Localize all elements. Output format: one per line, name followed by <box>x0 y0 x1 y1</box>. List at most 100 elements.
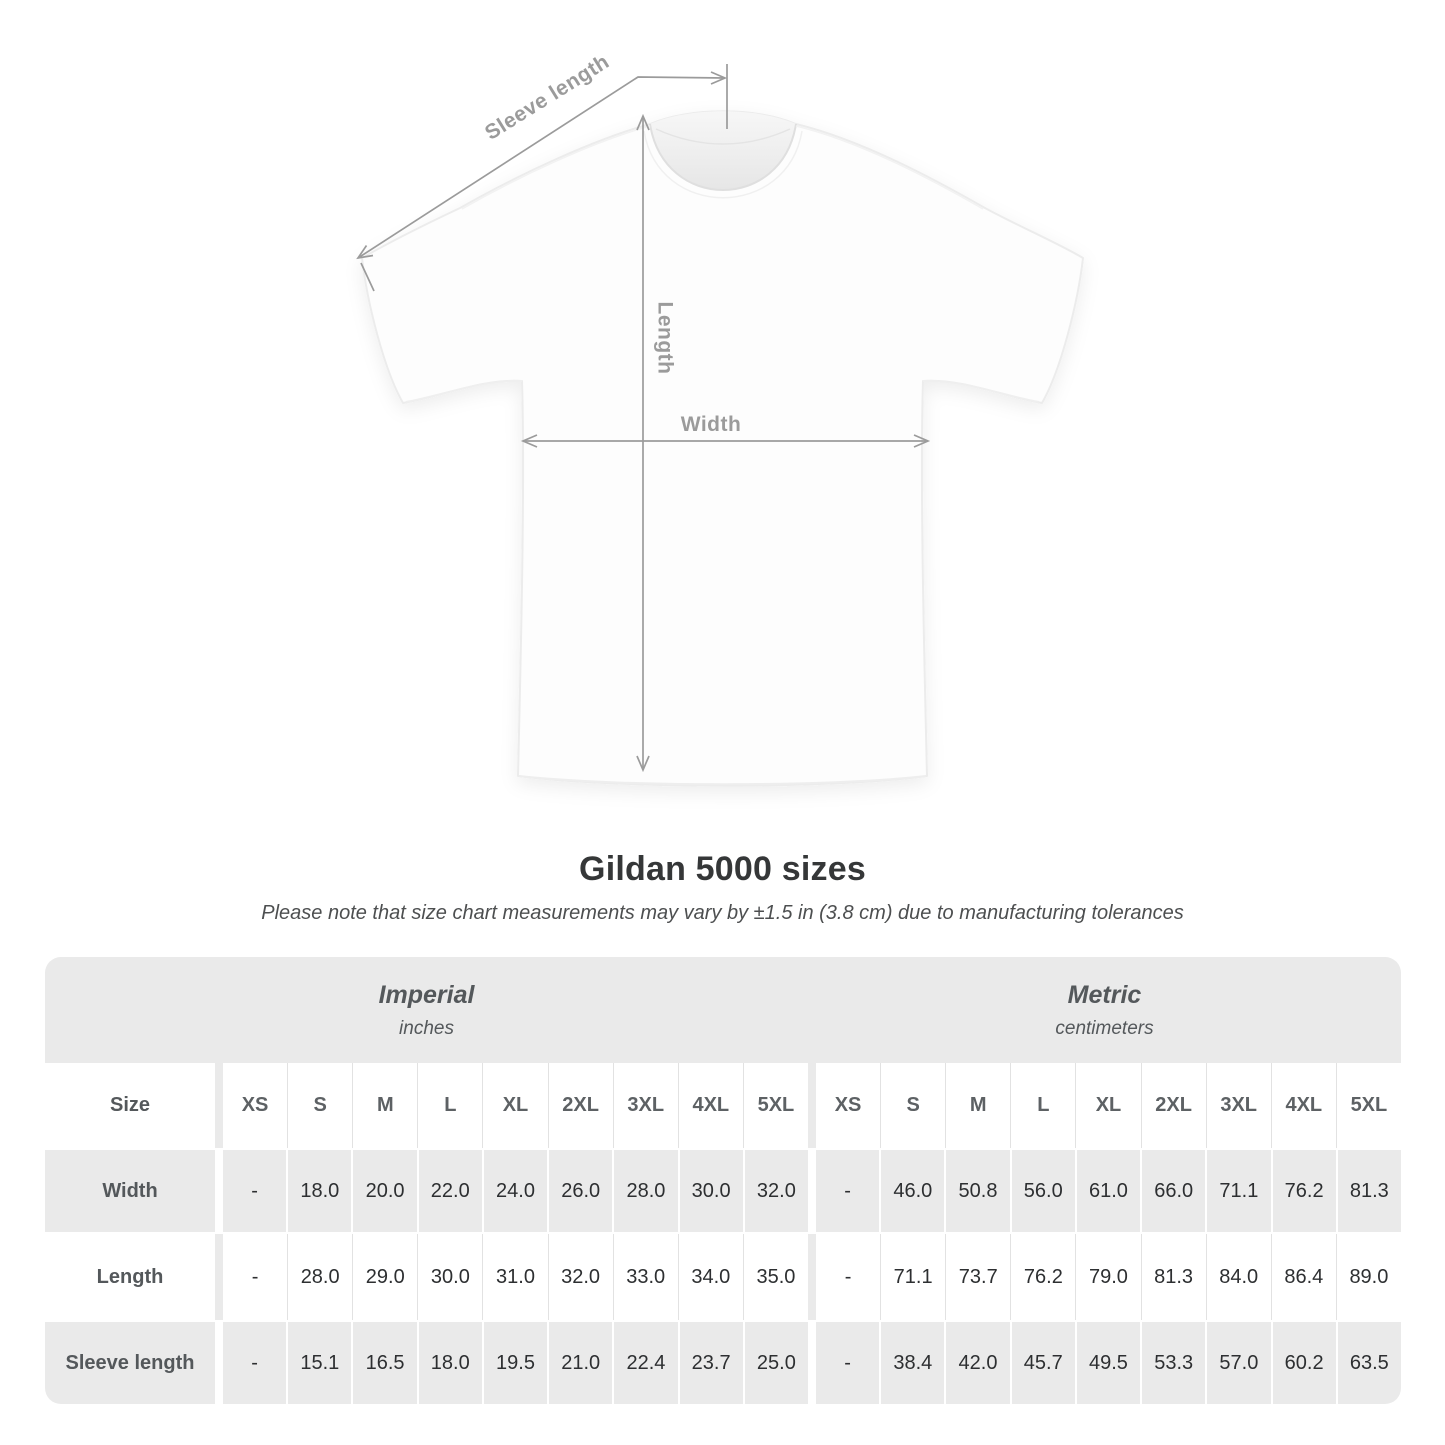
table-cell: - <box>815 1234 881 1320</box>
table-cell: 71.1 <box>1205 1150 1271 1232</box>
metric-title: Metric <box>1067 980 1142 1009</box>
table-cell: 66.0 <box>1140 1150 1206 1232</box>
table-cell: 23.7 <box>677 1322 743 1404</box>
table-cell: 45.7 <box>1009 1322 1075 1404</box>
table-cell: 35.0 <box>742 1234 808 1320</box>
table-cell: 38.4 <box>879 1322 945 1404</box>
row-label: Sleeve length <box>45 1322 215 1404</box>
sleeve-hem-left <box>405 379 523 403</box>
size-table: Imperial inches Metric centimeters Size X… <box>45 957 1401 1406</box>
table-cell: 22.4 <box>612 1322 678 1404</box>
imperial-title: Imperial <box>378 980 475 1009</box>
table-cell: 31.0 <box>482 1234 548 1320</box>
size-col-header: S <box>287 1063 353 1148</box>
metric-header: Metric centimeters <box>808 957 1401 1063</box>
table-cell: 61.0 <box>1074 1150 1141 1232</box>
size-col-header: 5XL <box>742 1063 808 1148</box>
table-cell: 28.0 <box>612 1150 678 1232</box>
sleeve-end-tick <box>360 262 375 292</box>
width-label: Width <box>681 413 742 436</box>
tshirt-outline <box>361 110 1084 787</box>
sleeve-length-line <box>357 76 726 259</box>
table-cell: 21.0 <box>547 1322 613 1404</box>
column-gap <box>807 1150 816 1232</box>
table-cell: 79.0 <box>1075 1234 1141 1320</box>
table-cell: 18.0 <box>416 1322 482 1404</box>
length-arrow-top <box>636 113 650 131</box>
length-label: Length <box>654 302 677 375</box>
column-gap <box>807 1322 816 1404</box>
table-cell: 25.0 <box>742 1322 808 1404</box>
size-col-header: L <box>1010 1063 1076 1148</box>
table-row: Length -28.0 29.0 30.0 31.0 32.0 33.0 34.0 35.0-… <box>45 1234 1401 1320</box>
table-cell: - <box>815 1322 880 1404</box>
table-cell: - <box>223 1150 287 1232</box>
neckline-rim <box>649 123 797 191</box>
sleeve-length-arrow-end <box>710 71 728 85</box>
table-cell: 73.7 <box>945 1234 1011 1320</box>
table-cell: 42.0 <box>944 1322 1010 1404</box>
table-cell: 81.3 <box>1335 1150 1401 1232</box>
imperial-unit: inches <box>399 1017 454 1039</box>
table-cell: 81.3 <box>1140 1234 1206 1320</box>
table-cell: - <box>815 1150 880 1232</box>
size-col-header: 5XL <box>1335 1063 1401 1148</box>
size-col-header: 3XL <box>612 1063 678 1148</box>
table-cell: 32.0 <box>547 1234 613 1320</box>
width-arrow-right <box>913 434 931 448</box>
table-cell: 18.0 <box>286 1150 352 1232</box>
size-col-header: M <box>945 1063 1011 1148</box>
shoulder-seam-right <box>795 125 984 210</box>
size-col-header: L <box>417 1063 483 1148</box>
imperial-header: Imperial inches <box>45 957 808 1063</box>
table-cell: 30.0 <box>417 1234 483 1320</box>
size-col-header: XL <box>1075 1063 1141 1148</box>
size-col-header: M <box>352 1063 418 1148</box>
size-col-header: XS <box>223 1063 288 1148</box>
table-cell: 16.5 <box>351 1322 417 1404</box>
table-cell: - <box>223 1234 288 1320</box>
tshirt-graphic <box>361 110 1084 787</box>
size-col-header: S <box>880 1063 946 1148</box>
table-cell: 84.0 <box>1205 1234 1271 1320</box>
size-col-header: 3XL <box>1205 1063 1271 1148</box>
bottom-hem-shadow <box>518 775 927 786</box>
row-label: Width <box>45 1150 215 1232</box>
table-cell: 19.5 <box>481 1322 548 1404</box>
back-collar-seam <box>655 128 791 145</box>
sleeve-length-label: Sleeve length <box>481 50 614 145</box>
table-cell: 32.0 <box>742 1150 808 1232</box>
column-gap <box>807 1234 816 1320</box>
row-label: Length <box>45 1234 215 1320</box>
table-header-band: Imperial inches Metric centimeters <box>45 957 1401 1063</box>
shoulder-seam-left <box>461 125 651 210</box>
sleeve-length-arrow-start <box>356 245 374 260</box>
table-cell: 50.8 <box>944 1150 1010 1232</box>
size-col-header: 4XL <box>1270 1063 1336 1148</box>
tshirt-diagram: Sleeve length Length Width <box>356 50 1084 787</box>
table-cell: 46.0 <box>879 1150 945 1232</box>
table-cell: 22.0 <box>416 1150 482 1232</box>
tolerance-note: Please note that size chart measurements… <box>261 902 1184 924</box>
dimension-annotations <box>356 64 931 773</box>
width-arrow-left <box>520 434 538 448</box>
table-cell: 89.0 <box>1335 1234 1401 1320</box>
column-gap <box>807 1063 816 1148</box>
column-gap <box>215 1322 223 1404</box>
title-block: Gildan 5000 sizes Please note that size … <box>0 850 1445 925</box>
page-title: Gildan 5000 sizes <box>579 850 866 888</box>
sleeve-hem-right <box>922 379 1040 403</box>
table-cell: 76.2 <box>1010 1234 1076 1320</box>
table-cell: 30.0 <box>677 1150 743 1232</box>
table-cell: 71.1 <box>880 1234 946 1320</box>
length-arrow-bottom <box>636 755 650 773</box>
table-cell: 63.5 <box>1335 1322 1401 1404</box>
size-col-header: 2XL <box>547 1063 613 1148</box>
size-column-header: Size <box>45 1063 215 1148</box>
table-cell: 24.0 <box>481 1150 548 1232</box>
size-col-header: 4XL <box>677 1063 743 1148</box>
metric-unit: centimeters <box>1055 1017 1154 1039</box>
table-cell: 53.3 <box>1140 1322 1206 1404</box>
column-gap <box>215 1150 223 1232</box>
